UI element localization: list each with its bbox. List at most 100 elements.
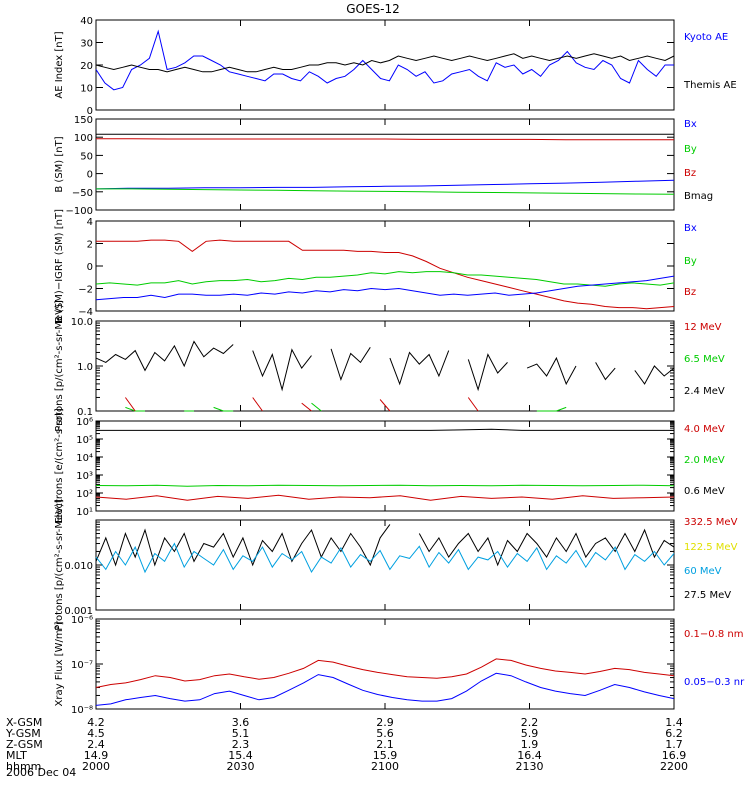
footer-value: 2100	[371, 760, 399, 773]
y-tick-label: 10⁻⁸	[71, 705, 93, 716]
series-kyoto-ae	[95, 29, 674, 91]
y-tick-label: 0	[87, 170, 93, 181]
footer-value: 5.1	[232, 727, 250, 740]
figure-title: GOES-12	[346, 2, 400, 16]
y-tick-label: 2	[87, 240, 93, 251]
panel-2: −100 −50 0 50 100 150 B (SM) [nT] Bx By Bz Bmag	[54, 115, 713, 217]
footer-value: 16.4	[517, 749, 542, 762]
legend-entry: Kyoto AE	[684, 32, 728, 43]
footer-value: 2.2	[521, 716, 539, 729]
footer-value: 2200	[660, 760, 688, 773]
y-tick-label: 4	[87, 217, 93, 228]
series-bx	[95, 275, 675, 301]
legend-entry: 60 MeV	[684, 566, 722, 577]
footer-value: 5.9	[521, 727, 539, 740]
y-axis-label: B (SM)−IGRF (SM) [nT]	[54, 209, 65, 323]
footer-value: 2130	[516, 760, 544, 773]
y-axis-label: AE Index [nT]	[54, 31, 65, 98]
panel-7: 10⁻⁸ 10⁻⁷ 10⁻⁶ Xray Flux [W/m²] 0.1−0.8 nm 0.…	[54, 615, 745, 716]
footer-value: 15.9	[373, 749, 398, 762]
series-bz	[96, 239, 675, 310]
date-label: 2006 Dec 04	[6, 766, 76, 779]
footer-row-label: Y-GSM	[5, 727, 41, 740]
y-tick-label: 10.0	[71, 317, 93, 328]
y-tick-label: 0.010	[64, 561, 93, 572]
panel-5: 10¹ 10² 10³ 10⁴ 10⁵ 10⁶ Electrons [e/(cm²-s-sr…	[54, 408, 725, 524]
legend-entry: Bx	[684, 223, 697, 234]
footer-value: 5.6	[376, 727, 394, 740]
footer-value: 2.9	[376, 716, 394, 729]
y-tick-label: 150	[74, 115, 93, 126]
footer-row-label: MLT	[6, 749, 27, 762]
legend-entry: Bz	[684, 287, 696, 298]
y-tick-label: 50	[80, 151, 93, 162]
footer-value: 2030	[227, 760, 255, 773]
y-tick-label: −50	[72, 188, 93, 199]
legend-entry: 2.0 MeV	[684, 455, 725, 466]
footer-row-label: Z-GSM	[6, 738, 43, 751]
footer-value: 3.6	[232, 716, 250, 729]
y-tick-label: 10⁻⁷	[71, 660, 93, 671]
y-tick-label: 10¹	[76, 507, 93, 518]
y-tick-label: 40	[80, 16, 93, 27]
legend-entry: 4.0 MeV	[684, 424, 725, 435]
footer-value: 4.5	[87, 727, 105, 740]
y-tick-label: 0.1	[77, 407, 93, 418]
panel-4: 0.1 1.0 10.0 Protons [p/(cm²-s-sr-MeV)] 12 M…	[54, 300, 725, 432]
y-tick-label: 10	[80, 84, 93, 95]
footer-value: 1.7	[665, 738, 683, 751]
panel-1: 0 10 20 30 40 AE Index [nT] Kyoto AE Themis AE	[54, 16, 737, 117]
y-tick-label: −100	[66, 206, 93, 217]
series-4-0-mev	[95, 494, 675, 501]
footer-row-label: hhmm	[6, 760, 41, 773]
series-27-5-mev	[95, 524, 675, 567]
panel-frame	[95, 320, 675, 412]
panel-frame	[95, 118, 675, 211]
panel-frame	[95, 420, 675, 512]
footer-value: 16.9	[662, 749, 687, 762]
series-bx	[95, 179, 675, 190]
footer-value: 14.9	[84, 749, 109, 762]
footer-value: 4.2	[87, 716, 105, 729]
legend-entry: 2.4 MeV	[684, 386, 725, 397]
series-6-5-mev	[125, 403, 605, 411]
y-tick-label: 20	[80, 61, 93, 72]
y-axis-label: Protons [p/(cm²-s-sr-MeV)]	[54, 300, 65, 432]
legend-entry: By	[684, 256, 697, 267]
y-tick-label: 30	[80, 39, 93, 50]
legend-entry: 332.5 MeV	[684, 517, 738, 528]
series-0-6-mev	[96, 428, 674, 431]
series-themis-ae	[95, 53, 675, 73]
panel-3: −4 −2 0 2 4 B (SM)−IGRF (SM) [nT] Bx By Bz	[54, 209, 697, 323]
legend-entry: Bx	[684, 119, 697, 130]
footer-row-label: X-GSM	[6, 716, 42, 729]
y-axis-label: Electrons [e/(cm²-s-sr)]	[54, 408, 65, 524]
legend-entry: 6.5 MeV	[684, 354, 725, 365]
series-60-mev	[95, 542, 675, 574]
series-0-1-0-8-nm	[95, 658, 675, 688]
legend-entry: Bz	[684, 168, 696, 179]
y-tick-label: −4	[78, 307, 93, 318]
footer-value: 1.4	[665, 716, 683, 729]
legend-entry: 0.1−0.8 nm	[684, 629, 743, 640]
series-2-4-mev	[95, 340, 675, 392]
panels: 0 10 20 30 40 AE Index [nT] Kyoto AE Themis AE −…	[54, 16, 745, 716]
panel-frame	[95, 19, 675, 111]
footer-value: 6.2	[665, 727, 683, 740]
legend-entry: 27.5 MeV	[684, 590, 731, 601]
legend-entry: Themis AE	[683, 80, 737, 91]
y-axis-label: Xray Flux [W/m²]	[54, 621, 65, 706]
y-tick-label: 10⁵	[76, 435, 93, 446]
y-tick-label: 0.001	[64, 606, 93, 617]
footer-value: 1.9	[521, 738, 539, 751]
legend-entry: 12 MeV	[684, 322, 722, 333]
footer-value: 2.4	[87, 738, 105, 751]
legend-entry: 0.05−0.3 nr	[684, 677, 745, 688]
panel-frame	[95, 220, 675, 312]
series-by	[95, 271, 675, 287]
series-bz	[96, 138, 674, 141]
y-tick-label: 10⁴	[76, 453, 93, 464]
y-tick-label: 100	[74, 133, 93, 144]
